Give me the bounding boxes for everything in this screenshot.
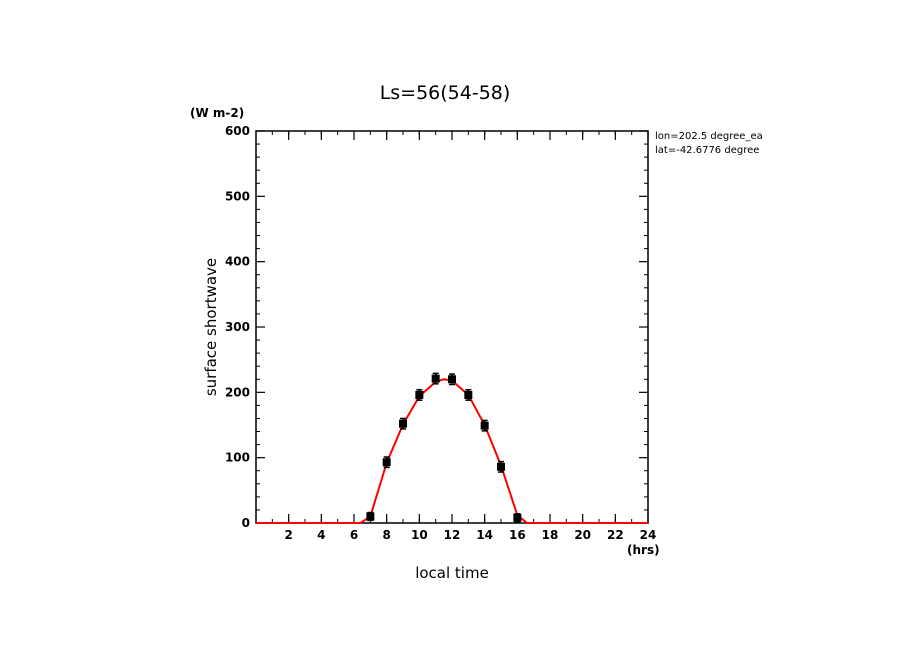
y-unit-label: (W m-2) [190,106,244,120]
x-tick-label: 8 [382,528,390,542]
data-point [480,421,489,430]
x-tick-label: 16 [509,528,526,542]
data-point [448,375,456,384]
y-tick-label: 100 [225,451,250,465]
x-tick-label: 10 [411,528,428,542]
x-tick-label: 12 [444,528,461,542]
data-point [415,390,424,399]
data-point [497,462,505,471]
annotation-longitude: lon=202.5 degree_ea [655,131,763,142]
y-tick-label: 300 [225,320,250,334]
y-tick-label: 400 [225,255,250,269]
plot-frame [255,130,649,524]
x-unit-label: (hrs) [627,543,660,557]
data-point [513,513,522,522]
y-tick-label: 500 [225,189,250,203]
x-tick-label: 20 [574,528,591,542]
y-tick-label: 0 [242,516,250,530]
series-layer [256,372,648,524]
y-axis-label: surface shortwave [202,258,220,396]
x-tick-label: 18 [542,528,559,542]
y-tick-label: 600 [225,124,250,138]
x-tick-label: 6 [350,528,358,542]
x-tick-label: 4 [317,528,325,542]
x-tick-label: 22 [607,528,624,542]
x-tick-label: 14 [476,528,493,542]
data-point [464,390,473,399]
annotation-latitude: lat=-42.6776 degree [655,145,759,156]
series-line [256,378,648,524]
x-axis-label: local time [415,564,489,582]
y-tick-label: 200 [225,385,250,399]
data-point [366,512,375,521]
data-point [399,419,407,428]
data-point [382,458,391,467]
x-tick-label: 24 [640,528,657,542]
data-point [431,374,440,383]
chart-title: Ls=56(54-58) [380,82,511,104]
x-tick-label: 2 [284,528,292,542]
